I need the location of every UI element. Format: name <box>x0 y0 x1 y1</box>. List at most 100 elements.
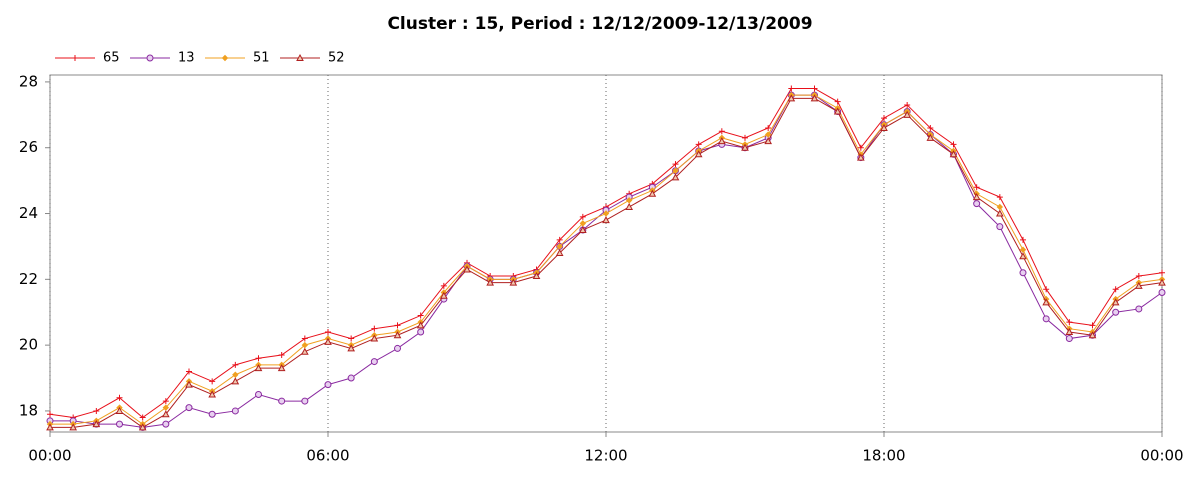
marker <box>439 291 448 299</box>
marker <box>671 173 680 181</box>
marker <box>232 361 239 368</box>
marker <box>394 322 401 329</box>
marker <box>209 378 216 385</box>
marker <box>486 278 495 286</box>
y-tick-label: 28 <box>19 72 38 90</box>
marker <box>417 312 424 319</box>
x-tick-label: 00:00 <box>28 447 71 465</box>
marker <box>764 131 772 138</box>
marker <box>371 325 378 332</box>
y-tick-label: 18 <box>19 401 38 419</box>
marker <box>741 143 749 151</box>
marker <box>221 54 229 62</box>
marker <box>208 410 216 418</box>
marker <box>255 355 262 362</box>
marker <box>1112 308 1120 316</box>
marker <box>834 98 841 105</box>
marker <box>185 404 193 412</box>
marker <box>1065 327 1074 335</box>
marker <box>556 236 563 243</box>
marker <box>254 364 263 372</box>
series-line <box>49 87 1163 419</box>
x-tick-label: 18:00 <box>862 447 905 465</box>
marker <box>625 202 634 210</box>
x-tick-label: 00:00 <box>1140 447 1183 465</box>
marker <box>116 420 123 428</box>
marker <box>1111 298 1120 306</box>
marker <box>278 397 286 405</box>
legend-label: 13 <box>178 51 195 66</box>
marker <box>672 167 679 174</box>
marker <box>1134 281 1143 289</box>
marker <box>1135 305 1143 313</box>
marker <box>857 144 864 151</box>
marker <box>672 161 679 168</box>
marker <box>1043 286 1050 293</box>
marker <box>231 377 240 385</box>
marker <box>903 110 912 118</box>
marker <box>602 216 610 224</box>
marker <box>973 200 981 208</box>
marker <box>417 328 425 336</box>
x-tick-label: 06:00 <box>306 447 349 465</box>
marker <box>742 134 748 141</box>
marker <box>927 124 934 131</box>
marker <box>926 133 935 141</box>
marker <box>1042 298 1051 306</box>
marker <box>602 210 610 217</box>
marker <box>370 334 379 342</box>
marker <box>1019 252 1027 260</box>
marker <box>1088 331 1097 339</box>
marker <box>138 423 147 431</box>
marker <box>996 194 1003 201</box>
marker <box>764 137 773 145</box>
marker <box>161 410 170 418</box>
marker <box>162 404 170 411</box>
marker <box>277 364 286 372</box>
marker <box>146 54 154 62</box>
marker <box>440 282 447 289</box>
marker <box>995 209 1004 217</box>
marker <box>347 344 356 352</box>
marker <box>300 347 309 355</box>
marker <box>393 331 402 339</box>
marker <box>394 344 401 352</box>
marker <box>93 407 100 414</box>
marker <box>833 107 842 115</box>
marker <box>787 94 796 102</box>
legend-label: 52 <box>328 51 345 66</box>
chart-title: Cluster : 15, Period : 12/12/2009-12/13/… <box>387 14 812 34</box>
marker <box>185 380 193 388</box>
marker <box>718 128 725 135</box>
marker <box>1042 315 1050 323</box>
y-tick-label: 20 <box>19 336 38 354</box>
marker <box>1159 269 1165 276</box>
marker <box>1135 273 1142 280</box>
marker <box>904 101 911 108</box>
marker <box>880 123 888 131</box>
marker <box>788 85 795 92</box>
marker <box>1112 286 1119 293</box>
marker <box>1020 236 1026 243</box>
marker <box>1066 319 1073 326</box>
y-tick-label: 24 <box>19 204 38 222</box>
marker <box>116 394 123 401</box>
marker <box>162 420 170 428</box>
marker <box>370 358 378 366</box>
marker <box>348 335 355 342</box>
marker <box>556 243 563 250</box>
marker <box>648 189 657 197</box>
legend-label: 65 <box>103 51 120 66</box>
marker <box>232 371 239 378</box>
marker <box>1065 335 1073 343</box>
marker <box>324 381 332 389</box>
marker <box>47 411 53 418</box>
marker <box>162 398 169 405</box>
marker <box>972 193 981 201</box>
legend-label: 51 <box>253 51 270 66</box>
y-tick-label: 22 <box>19 270 38 288</box>
marker <box>325 328 331 335</box>
marker <box>301 341 309 349</box>
marker <box>296 53 304 61</box>
